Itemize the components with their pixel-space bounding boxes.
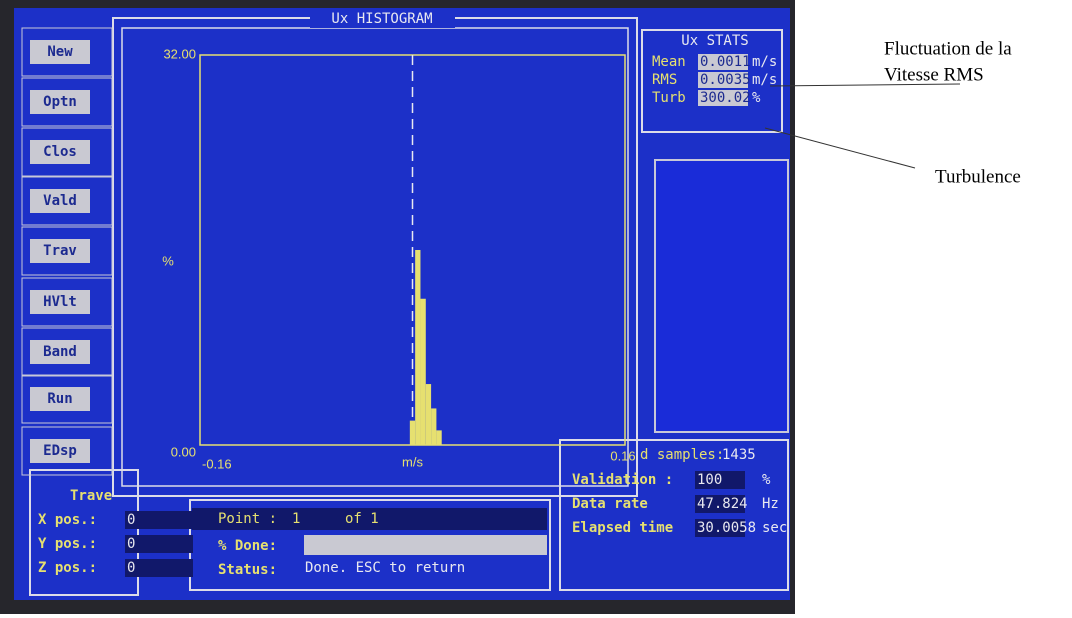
y-tick-label: 0.00 [171, 444, 196, 459]
stat-label: Turb [652, 90, 686, 106]
stat-label: Mean [652, 54, 686, 70]
acq-value: 47.824 [697, 496, 748, 512]
menu-label[interactable]: Optn [43, 94, 77, 110]
menu-label[interactable]: Vald [43, 193, 77, 209]
histogram-bar [436, 430, 441, 445]
annotation: Fluctuation de la [884, 38, 1012, 59]
position-title: Trave [70, 488, 112, 504]
status-value: Done. ESC to return [305, 560, 465, 576]
position-label: Y pos.: [38, 536, 97, 552]
menu-label[interactable]: Trav [43, 243, 77, 259]
acq-unit: Hz [762, 496, 779, 512]
menu-label[interactable]: Clos [43, 144, 77, 160]
y-axis-label: % [162, 253, 174, 268]
acq-unit: sec [762, 520, 787, 536]
done-label: % Done: [218, 538, 277, 554]
acq-label: Elapsed time [572, 520, 673, 536]
point-value: 1 [292, 511, 300, 527]
stat-value: 300.02 [700, 90, 751, 106]
position-label: Z pos.: [38, 560, 97, 576]
samples-value: 1435 [722, 447, 756, 463]
x-tick-label: -0.16 [202, 456, 232, 471]
stats-title: Ux STATS [681, 33, 748, 49]
menu-label[interactable]: EDsp [43, 443, 77, 459]
stat-unit: % [752, 90, 761, 106]
histogram-bar [426, 384, 431, 445]
point-of: of 1 [345, 511, 379, 527]
histogram-bar [410, 421, 415, 445]
stat-value: 0.0011 [700, 54, 751, 70]
stat-unit: m/s [752, 72, 777, 88]
y-tick-label: 32.00 [163, 46, 196, 61]
acq-unit: % [762, 472, 771, 488]
acq-value: 30.0058 [697, 520, 756, 536]
histogram-bar [420, 299, 425, 445]
menu-label[interactable]: Band [43, 344, 77, 360]
annotation: Turbulence [935, 166, 1021, 187]
position-label: X pos.: [38, 512, 97, 528]
acq-value: 100 [697, 472, 722, 488]
position-value: 0 [127, 512, 135, 528]
menu-label[interactable]: Run [47, 391, 72, 407]
histogram-bar [415, 250, 420, 445]
histogram-title: Ux HISTOGRAM [331, 11, 432, 27]
stat-value: 0.0035 [700, 72, 751, 88]
histogram-bar [431, 408, 436, 445]
x-axis-label: m/s [402, 454, 423, 469]
done-field [304, 535, 547, 555]
status-label: Status: [218, 562, 277, 578]
stat-label: RMS [652, 72, 677, 88]
x-tick-label: 0.16 [610, 448, 635, 463]
point-label: Point : [218, 511, 277, 527]
screenshot: Ux HISTOGRAM Ux STATS Fluctuation de la … [0, 0, 1072, 614]
annotation: Vitesse RMS [884, 64, 984, 85]
menu-label[interactable]: New [47, 44, 73, 60]
acq-label: Data rate [572, 496, 648, 512]
position-value: 0 [127, 560, 135, 576]
stat-unit: m/s [752, 54, 777, 70]
position-value: 0 [127, 536, 135, 552]
acq-label: Validation : [572, 472, 673, 488]
samples-label: d samples: [640, 447, 724, 463]
menu-label[interactable]: HVlt [43, 294, 77, 310]
blank-panel [655, 160, 788, 432]
